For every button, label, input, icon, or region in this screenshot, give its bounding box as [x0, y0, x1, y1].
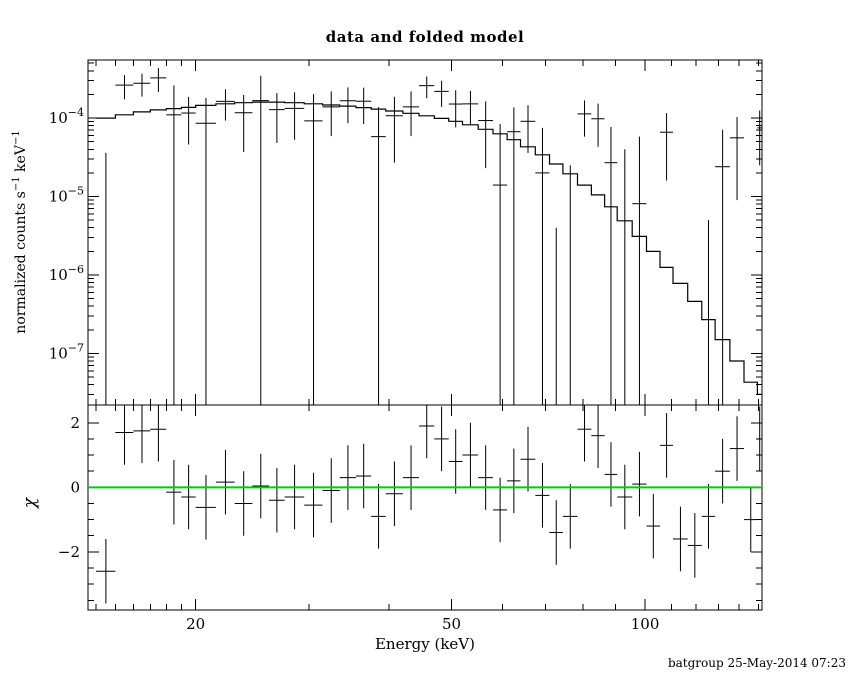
- chi-residual-points: [96, 405, 762, 604]
- y-axis-label-part2: keV: [12, 145, 29, 177]
- chi-tick-label: 2: [70, 414, 80, 432]
- y-tick-label: 10−5: [49, 185, 84, 206]
- chi-axis-label: χ: [20, 497, 40, 509]
- plot-title: data and folded model: [325, 28, 525, 46]
- x-tick-label: 50: [442, 615, 461, 633]
- y-axis-label-sup2: −1: [11, 130, 23, 146]
- spectrum-data-points: [105, 67, 762, 405]
- model-step-line: [96, 101, 762, 395]
- x-tick-label: 20: [186, 615, 205, 633]
- x-tick-label: 100: [631, 615, 660, 633]
- y-tick-label: 10−4: [49, 106, 84, 127]
- chi-tick-label: −2: [58, 543, 80, 561]
- y-axis-label: normalized counts s−1 keV−1: [11, 130, 29, 333]
- x-axis-label: Energy (keV): [374, 635, 475, 653]
- y-tick-label: 10−6: [49, 263, 84, 284]
- y-tick-label: 10−7: [49, 341, 84, 362]
- timestamp: batgroup 25-May-2014 07:23: [667, 656, 846, 670]
- chi-tick-label: 0: [70, 478, 80, 496]
- y-axis-label-sup1: −1: [11, 176, 23, 192]
- y-axis-label-part1: normalized counts s: [12, 191, 29, 334]
